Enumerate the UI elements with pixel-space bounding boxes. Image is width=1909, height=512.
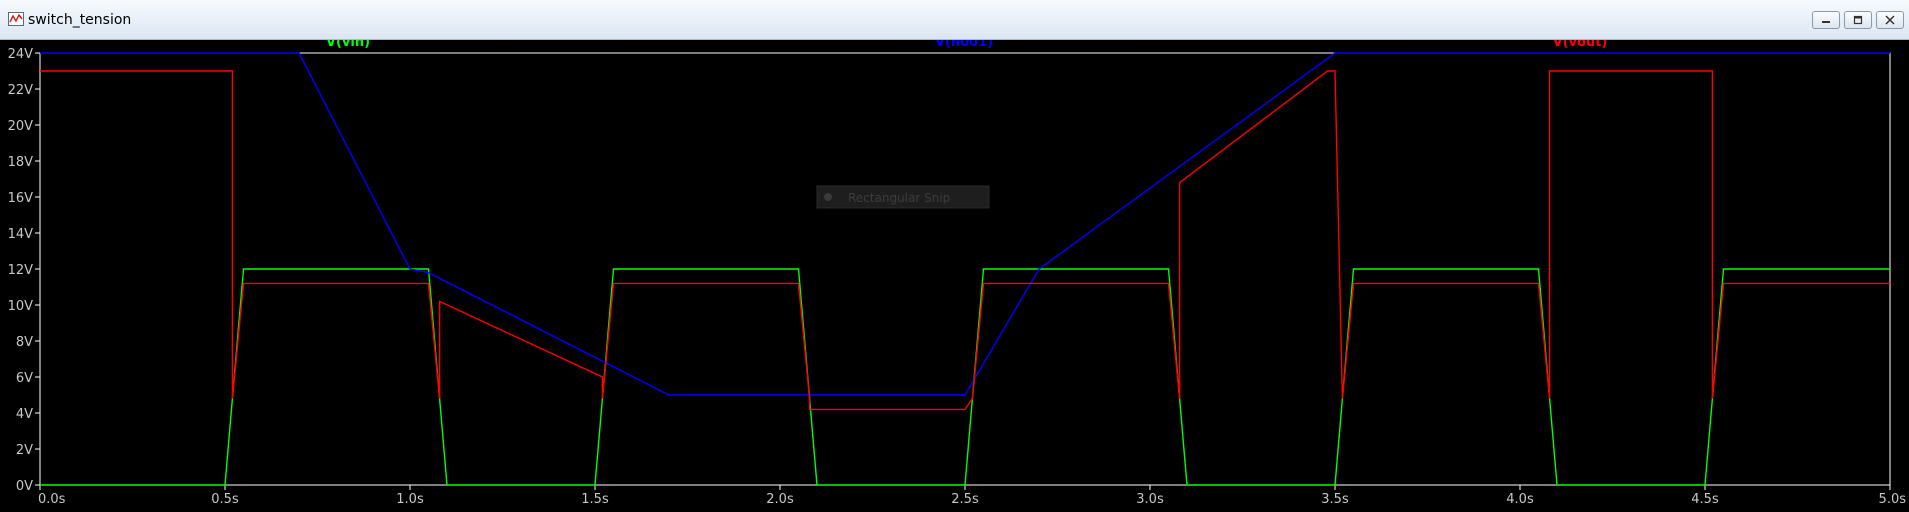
waveform-app-icon <box>8 12 24 26</box>
x-tick-label: 3.5s <box>1321 492 1349 507</box>
minimize-button[interactable] <box>1812 11 1840 29</box>
x-tick-label: 5.0s <box>1879 492 1907 507</box>
restore-icon <box>1853 15 1863 25</box>
x-tick-label: 4.0s <box>1506 492 1534 507</box>
y-tick-label: 18V <box>8 155 34 170</box>
waveform-plot[interactable]: 0V 2V 4V 6V 8V 10V 12V 14V 16V 18V 20V 22V 24V 0.0s 0.… <box>0 40 1909 512</box>
snip-overlay-label: Rectangular Snip <box>848 191 950 205</box>
window-title: switch_tension <box>28 12 132 28</box>
x-tick-label: 3.0s <box>1136 492 1164 507</box>
y-tick-label: 4V <box>16 407 33 422</box>
trace-vn001[interactable] <box>40 52 1890 396</box>
close-button[interactable] <box>1876 11 1904 29</box>
x-tick-label: 0.5s <box>211 492 239 507</box>
x-tick-label: 1.5s <box>581 492 609 507</box>
y-tick-label: 16V <box>8 191 34 206</box>
x-tick-label: 2.0s <box>766 492 794 507</box>
y-tick-label: 8V <box>16 335 33 350</box>
y-tick-label: 14V <box>8 227 34 242</box>
y-tick-label: 6V <box>16 371 33 386</box>
y-tick-label: 0V <box>16 479 33 494</box>
y-tick-label: 22V <box>8 83 34 98</box>
x-tick-label: 1.0s <box>396 492 424 507</box>
trace-label[interactable]: V(vout) <box>1553 40 1608 50</box>
trace-label[interactable]: V(n001) <box>935 40 993 50</box>
trace-vvout[interactable] <box>40 70 1890 411</box>
snip-icon <box>824 193 832 201</box>
title-bar[interactable]: switch_tension <box>0 0 1909 40</box>
y-tick-label: 10V <box>8 299 34 314</box>
axis-ticks: 0V 2V 4V 6V 8V 10V 12V 14V 16V 18V 20V 22V 24V 0.0s 0.… <box>8 47 1907 507</box>
y-tick-label: 2V <box>16 443 33 458</box>
y-tick-label: 20V <box>8 119 34 134</box>
minimize-icon <box>1822 21 1830 23</box>
snip-overlay-box <box>816 185 990 209</box>
y-tick-label: 12V <box>8 263 34 278</box>
x-tick-label: 0.0s <box>38 492 66 507</box>
x-tick-label: 2.5s <box>951 492 979 507</box>
close-icon <box>1885 15 1895 25</box>
snip-overlay[interactable]: Rectangular Snip <box>816 185 990 209</box>
traces <box>40 52 1890 486</box>
plot-background <box>0 40 1909 512</box>
trace-label[interactable]: V(vin) <box>326 40 370 50</box>
restore-button[interactable] <box>1844 11 1872 29</box>
x-tick-label: 4.5s <box>1691 492 1719 507</box>
y-tick-label: 24V <box>8 47 34 62</box>
trace-labels: V(vin) V(n001) V(vout) <box>326 40 1607 50</box>
